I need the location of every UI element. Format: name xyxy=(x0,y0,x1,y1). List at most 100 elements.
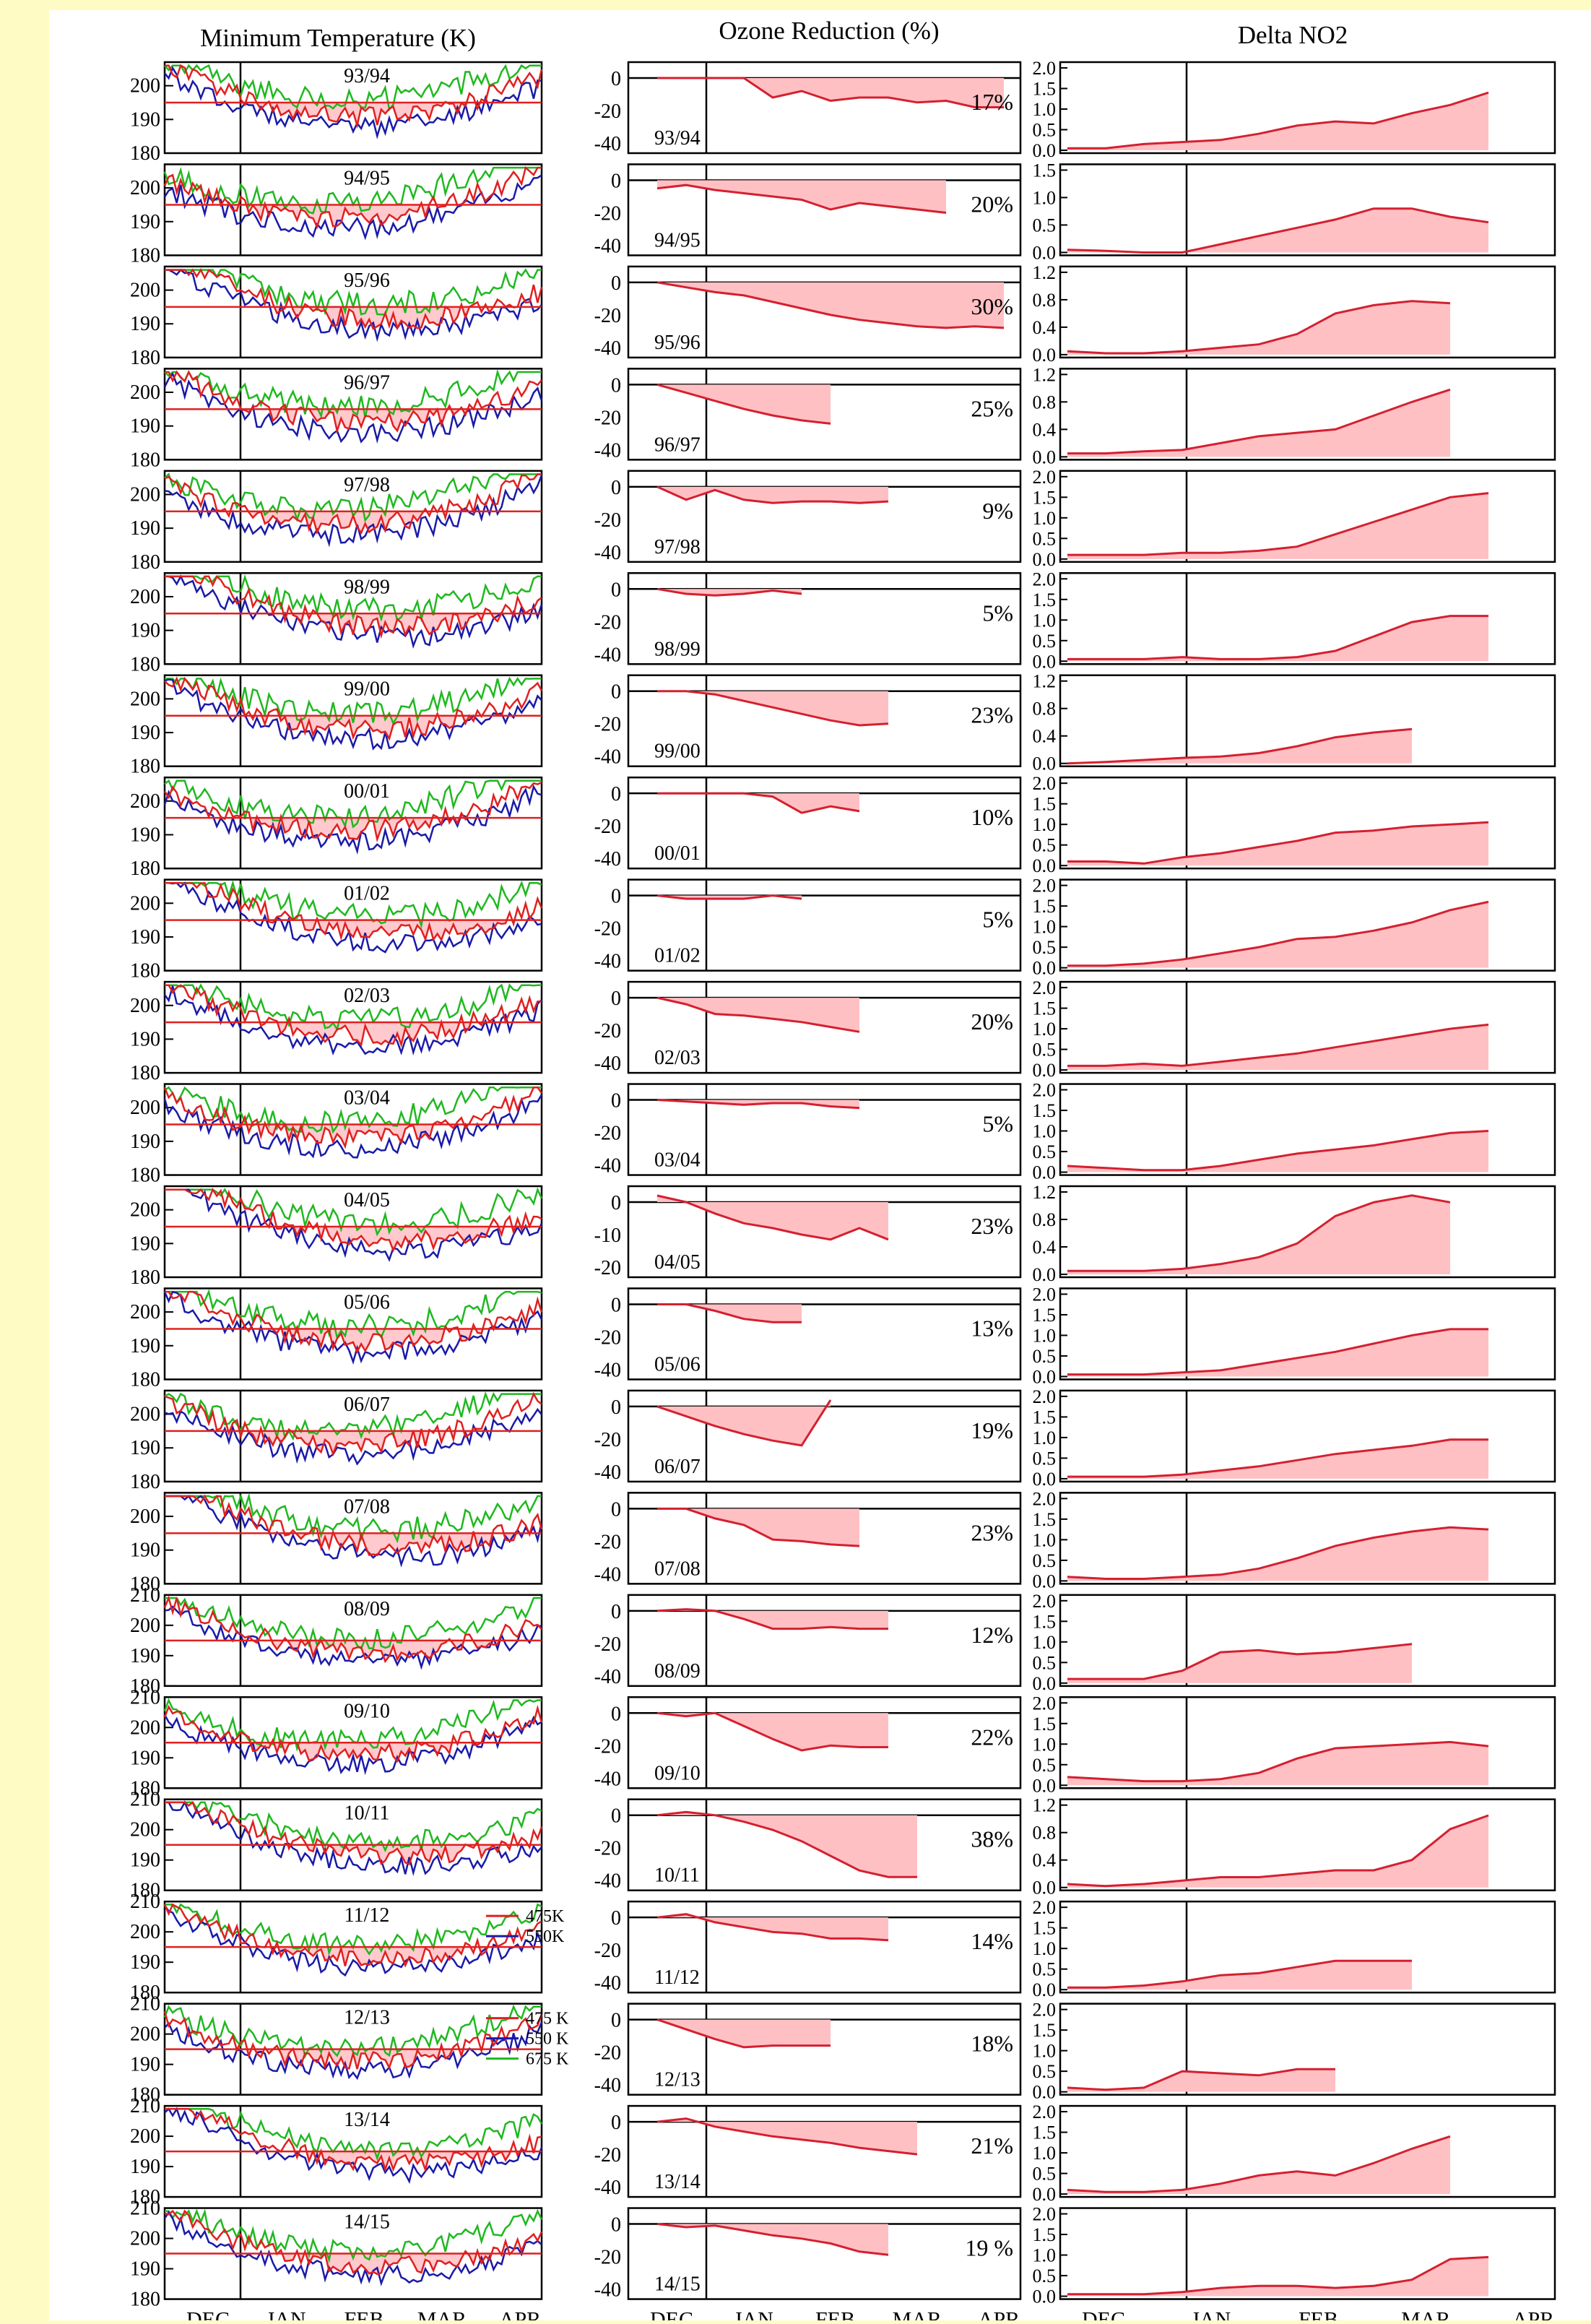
temperature-tick-label: 190 xyxy=(130,620,160,642)
no2-tick-label: 1.5 xyxy=(1033,1918,1057,1939)
no2-area-fill xyxy=(1067,493,1488,559)
cold-area-fill xyxy=(165,613,542,636)
no2-tick-label: 0.0 xyxy=(1033,2286,1057,2307)
ozone-frame xyxy=(627,980,1022,1074)
no2-tick-label: 2.0 xyxy=(1033,1591,1057,1612)
ozone-percent-label: 5% xyxy=(982,600,1013,626)
ozone-reduction-line xyxy=(656,485,889,504)
temperature-frame xyxy=(163,1083,543,1176)
season-row-01/02: 200 190 180 01/02 0 -20 -40 01/02 5% 2.01.51.00.5… xyxy=(130,876,1556,982)
season-label: 07/08 xyxy=(344,1495,390,1518)
temperature-tick-label: 200 xyxy=(130,790,160,813)
temperature-tick-label: 210 xyxy=(130,1789,160,1811)
temperature-tick-label: 180 xyxy=(130,1165,160,1187)
season-label: 98/99 xyxy=(654,638,701,660)
season-row-09/10: 210 200 190 180 09/10 0 -20 -40 09/10 22% 2.01.51.… xyxy=(130,1686,1556,1800)
season-label: 00/01 xyxy=(654,842,701,865)
no2-frame xyxy=(1059,1287,1556,1381)
no2-frame xyxy=(1059,2104,1556,2198)
no2-tick-label: 0.0 xyxy=(1033,549,1057,570)
temperature-tick-label: 180 xyxy=(130,1982,160,2004)
series-475K-line xyxy=(164,676,543,741)
ozone-tick-label: 0 xyxy=(611,1703,621,1725)
ozone-tick-label: -20 xyxy=(594,1735,621,1758)
ozone-tick-label: 0 xyxy=(611,272,621,295)
no2-tick-label: 0.5 xyxy=(1033,1448,1057,1469)
no2-tick-label: 0.0 xyxy=(1033,1469,1057,1490)
ozone-reduction-line xyxy=(656,281,1005,329)
temperature-tick-label: 200 xyxy=(130,1615,160,1637)
ozone-frame xyxy=(627,61,1022,155)
season-row-10/11: 210 200 190 180 10/11 0 -20 -40 10/11 38% 1.2 0.8 0.… xyxy=(130,1789,1556,1902)
series-475K-line xyxy=(164,2209,543,2276)
season-label: 99/00 xyxy=(654,740,701,763)
no2-frame xyxy=(1059,1185,1556,1279)
ozone-reduction-line xyxy=(657,1507,860,1547)
temperature-tick-label: 200 xyxy=(130,2125,160,2148)
series-475K-line xyxy=(165,268,543,331)
temperature-tick-label: 200 xyxy=(130,1506,160,1528)
season-label: 05/06 xyxy=(654,1353,701,1375)
temperature-tick-label: 190 xyxy=(130,2054,160,2076)
legend-label: 675 K xyxy=(526,2050,569,2069)
ozone-reduction-line xyxy=(656,1711,888,1752)
season-label: 02/03 xyxy=(654,1047,701,1069)
temperature-tick-label: 190 xyxy=(130,1028,160,1050)
ozone-tick-label: -20 xyxy=(594,1123,621,1145)
ozone-percent-label: 14% xyxy=(971,1928,1013,1954)
ozone-tick-label: -40 xyxy=(594,439,621,462)
season-label: 06/07 xyxy=(344,1394,390,1416)
no2-tick-label: 1.0 xyxy=(1033,99,1057,120)
series-550K-line xyxy=(164,1605,542,1670)
delta-no2-line xyxy=(1067,91,1489,150)
ozone-tick-label: 0 xyxy=(611,170,621,192)
series-550K-line xyxy=(165,268,542,342)
series-475K-line xyxy=(163,1704,543,1763)
temperature-tick-label: 190 xyxy=(130,1747,160,1769)
season-label: 03/04 xyxy=(654,1149,701,1172)
season-row-95/96: 200 190 180 95/96 0 -20 -40 95/96 30% 1.2 0.8 0.4 0.… xyxy=(130,262,1556,369)
delta-no2-line xyxy=(1067,2068,1335,2091)
ozone-percent-label: 10% xyxy=(971,804,1013,830)
no2-tick-label: 0.0 xyxy=(1033,651,1057,672)
ozone-tick-label: 0 xyxy=(611,1907,621,1930)
temperature-tick-label: 200 xyxy=(130,1301,160,1323)
legend-label: 475K xyxy=(526,1907,565,1926)
title-ozone-reduction: Ozone Reduction (%) xyxy=(719,17,939,45)
no2-frame xyxy=(1059,2003,1556,2096)
no2-frame xyxy=(1059,878,1556,972)
series-550K-line xyxy=(165,881,542,954)
season-label: 11/12 xyxy=(344,1904,390,1927)
no2-area-fill xyxy=(1067,92,1488,150)
no2-tick-label: 1.5 xyxy=(1033,487,1057,508)
no2-frame xyxy=(1059,1389,1556,1483)
ozone-tick-label: -20 xyxy=(594,305,621,327)
no2-tick-label: 1.2 xyxy=(1033,364,1057,385)
series-550K-line xyxy=(164,678,542,751)
legend-label: 550K xyxy=(526,1927,565,1946)
season-label: 14/15 xyxy=(654,2273,701,2296)
delta-no2-line xyxy=(1067,492,1489,556)
ozone-frame xyxy=(627,1185,1022,1279)
series-550K-line xyxy=(163,2211,542,2286)
ozone-tick-label: -20 xyxy=(594,1020,621,1042)
no2-tick-label: 1.0 xyxy=(1033,1427,1057,1448)
month-tick-label: FEB xyxy=(344,2308,383,2320)
ozone-tick-label: 0 xyxy=(611,1498,621,1521)
ozone-frame xyxy=(627,878,1022,972)
series-475K-line xyxy=(163,1595,542,1664)
series-675K-line xyxy=(164,1391,542,1441)
ozone-frame xyxy=(627,368,1022,461)
temperature-tick-label: 190 xyxy=(130,1645,160,1667)
month-tick-label: JAN xyxy=(1191,2308,1231,2320)
ozone-tick-label: -20 xyxy=(594,2247,621,2269)
no2-tick-label: 0.0 xyxy=(1033,958,1057,979)
ozone-frame xyxy=(627,1287,1022,1381)
ozone-reduction-line xyxy=(656,2018,831,2049)
no2-tick-label: 1.5 xyxy=(1033,998,1057,1019)
series-475K-line xyxy=(163,165,542,230)
no2-tick-label: 0.5 xyxy=(1033,2164,1057,2185)
